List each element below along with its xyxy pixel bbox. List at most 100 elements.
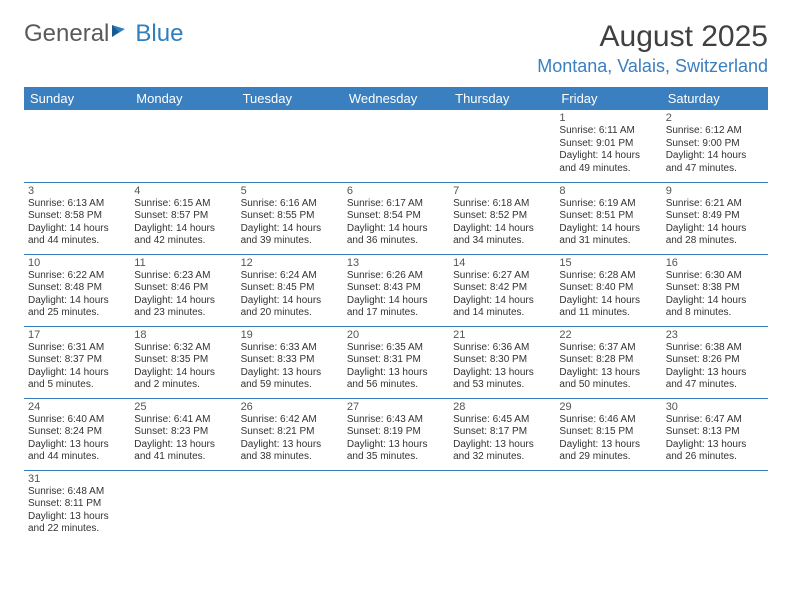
calendar-cell bbox=[343, 470, 449, 542]
day-number: 9 bbox=[666, 185, 764, 197]
daylight-text: Daylight: 14 hours bbox=[559, 295, 657, 308]
sunset-text: Sunset: 8:58 PM bbox=[28, 210, 126, 223]
sunset-text: Sunset: 9:00 PM bbox=[666, 138, 764, 151]
daylight-text: Daylight: 14 hours bbox=[666, 223, 764, 236]
day-header: Saturday bbox=[662, 87, 768, 110]
sunset-text: Sunset: 8:28 PM bbox=[559, 354, 657, 367]
sunrise-text: Sunrise: 6:27 AM bbox=[453, 270, 551, 283]
day-number: 4 bbox=[134, 185, 232, 197]
calendar-row: 24Sunrise: 6:40 AMSunset: 8:24 PM Dayligh… bbox=[24, 398, 768, 470]
calendar-cell bbox=[449, 470, 555, 542]
sunrise-text: Sunrise: 6:38 AM bbox=[666, 342, 764, 355]
calendar-cell: 14Sunrise: 6:27 AMSunset: 8:42 PMDayligh… bbox=[449, 254, 555, 326]
sunset-text: Sunset: 8:11 PM bbox=[28, 498, 126, 511]
sunrise-text: Sunrise: 6:45 AM bbox=[453, 414, 551, 427]
sunrise-text: Sunrise: 6:13 AM bbox=[28, 198, 126, 211]
daylight-text: Daylight: 14 hours bbox=[241, 295, 339, 308]
sunset-text: Sunset: 8:33 PM bbox=[241, 354, 339, 367]
sunset-text: Sunset: 8:57 PM bbox=[134, 210, 232, 223]
daylight-text: and 22 minutes. bbox=[28, 523, 126, 536]
daylight-text: Daylight: 14 hours bbox=[134, 295, 232, 308]
calendar-cell: 24Sunrise: 6:40 AMSunset: 8:24 PMDayligh… bbox=[24, 398, 130, 470]
daylight-text: and 14 minutes. bbox=[453, 307, 551, 320]
sunset-text: Sunset: 8:15 PM bbox=[559, 426, 657, 439]
calendar-cell: 17Sunrise: 6:31 AMSunset: 8:37 PMDayligh… bbox=[24, 326, 130, 398]
calendar-cell: 7Sunrise: 6:18 AMSunset: 8:52 PMDaylight… bbox=[449, 182, 555, 254]
calendar-cell: 6Sunrise: 6:17 AMSunset: 8:54 PMDaylight… bbox=[343, 182, 449, 254]
day-number: 31 bbox=[28, 473, 126, 485]
daylight-text: and 20 minutes. bbox=[241, 307, 339, 320]
calendar-table: Sunday Monday Tuesday Wednesday Thursday… bbox=[24, 87, 768, 542]
day-header-row: Sunday Monday Tuesday Wednesday Thursday… bbox=[24, 87, 768, 110]
daylight-text: and 11 minutes. bbox=[559, 307, 657, 320]
sunrise-text: Sunrise: 6:46 AM bbox=[559, 414, 657, 427]
sunset-text: Sunset: 8:43 PM bbox=[347, 282, 445, 295]
calendar-cell bbox=[24, 110, 130, 182]
daylight-text: and 56 minutes. bbox=[347, 379, 445, 392]
day-number: 10 bbox=[28, 257, 126, 269]
daylight-text: Daylight: 13 hours bbox=[453, 367, 551, 380]
day-number: 22 bbox=[559, 329, 657, 341]
daylight-text: Daylight: 13 hours bbox=[347, 439, 445, 452]
calendar-cell bbox=[449, 110, 555, 182]
daylight-text: Daylight: 13 hours bbox=[453, 439, 551, 452]
daylight-text: Daylight: 14 hours bbox=[559, 150, 657, 163]
sunset-text: Sunset: 8:24 PM bbox=[28, 426, 126, 439]
day-number: 7 bbox=[453, 185, 551, 197]
calendar-body: 1Sunrise: 6:11 AMSunset: 9:01 PMDaylight… bbox=[24, 110, 768, 542]
daylight-text: and 36 minutes. bbox=[347, 235, 445, 248]
sunrise-text: Sunrise: 6:24 AM bbox=[241, 270, 339, 283]
calendar-cell: 27Sunrise: 6:43 AMSunset: 8:19 PMDayligh… bbox=[343, 398, 449, 470]
calendar-cell: 20Sunrise: 6:35 AMSunset: 8:31 PMDayligh… bbox=[343, 326, 449, 398]
calendar-cell: 28Sunrise: 6:45 AMSunset: 8:17 PMDayligh… bbox=[449, 398, 555, 470]
day-number: 20 bbox=[347, 329, 445, 341]
location: Montana, Valais, Switzerland bbox=[537, 56, 768, 77]
day-number: 5 bbox=[241, 185, 339, 197]
day-number: 11 bbox=[134, 257, 232, 269]
daylight-text: and 2 minutes. bbox=[134, 379, 232, 392]
daylight-text: and 5 minutes. bbox=[28, 379, 126, 392]
calendar-cell: 9Sunrise: 6:21 AMSunset: 8:49 PMDaylight… bbox=[662, 182, 768, 254]
daylight-text: Daylight: 13 hours bbox=[559, 367, 657, 380]
day-header: Thursday bbox=[449, 87, 555, 110]
sunrise-text: Sunrise: 6:37 AM bbox=[559, 342, 657, 355]
day-number: 29 bbox=[559, 401, 657, 413]
sunrise-text: Sunrise: 6:40 AM bbox=[28, 414, 126, 427]
calendar-cell: 3Sunrise: 6:13 AMSunset: 8:58 PMDaylight… bbox=[24, 182, 130, 254]
sunset-text: Sunset: 8:55 PM bbox=[241, 210, 339, 223]
sunset-text: Sunset: 9:01 PM bbox=[559, 138, 657, 151]
daylight-text: Daylight: 13 hours bbox=[666, 367, 764, 380]
day-number: 3 bbox=[28, 185, 126, 197]
calendar-cell: 21Sunrise: 6:36 AMSunset: 8:30 PMDayligh… bbox=[449, 326, 555, 398]
sunrise-text: Sunrise: 6:19 AM bbox=[559, 198, 657, 211]
day-number: 2 bbox=[666, 112, 764, 124]
daylight-text: Daylight: 13 hours bbox=[559, 439, 657, 452]
sunset-text: Sunset: 8:42 PM bbox=[453, 282, 551, 295]
day-number: 24 bbox=[28, 401, 126, 413]
calendar-cell: 2Sunrise: 6:12 AMSunset: 9:00 PMDaylight… bbox=[662, 110, 768, 182]
sunrise-text: Sunrise: 6:21 AM bbox=[666, 198, 764, 211]
sunset-text: Sunset: 8:40 PM bbox=[559, 282, 657, 295]
calendar-row: 3Sunrise: 6:13 AMSunset: 8:58 PM Daylight… bbox=[24, 182, 768, 254]
daylight-text: and 59 minutes. bbox=[241, 379, 339, 392]
daylight-text: and 41 minutes. bbox=[134, 451, 232, 464]
day-number: 28 bbox=[453, 401, 551, 413]
day-number: 13 bbox=[347, 257, 445, 269]
daylight-text: Daylight: 14 hours bbox=[28, 295, 126, 308]
day-number: 14 bbox=[453, 257, 551, 269]
calendar-cell bbox=[343, 110, 449, 182]
calendar-cell: 13Sunrise: 6:26 AMSunset: 8:43 PMDayligh… bbox=[343, 254, 449, 326]
calendar-cell: 8Sunrise: 6:19 AMSunset: 8:51 PMDaylight… bbox=[555, 182, 661, 254]
day-number: 21 bbox=[453, 329, 551, 341]
title-block: August 2025 Montana, Valais, Switzerland bbox=[537, 20, 768, 77]
daylight-text: and 50 minutes. bbox=[559, 379, 657, 392]
daylight-text: Daylight: 14 hours bbox=[134, 223, 232, 236]
daylight-text: and 47 minutes. bbox=[666, 379, 764, 392]
sunrise-text: Sunrise: 6:26 AM bbox=[347, 270, 445, 283]
daylight-text: Daylight: 14 hours bbox=[666, 295, 764, 308]
daylight-text: and 38 minutes. bbox=[241, 451, 339, 464]
daylight-text: and 39 minutes. bbox=[241, 235, 339, 248]
calendar-cell: 18Sunrise: 6:32 AMSunset: 8:35 PMDayligh… bbox=[130, 326, 236, 398]
daylight-text: Daylight: 14 hours bbox=[666, 150, 764, 163]
daylight-text: Daylight: 13 hours bbox=[28, 511, 126, 524]
